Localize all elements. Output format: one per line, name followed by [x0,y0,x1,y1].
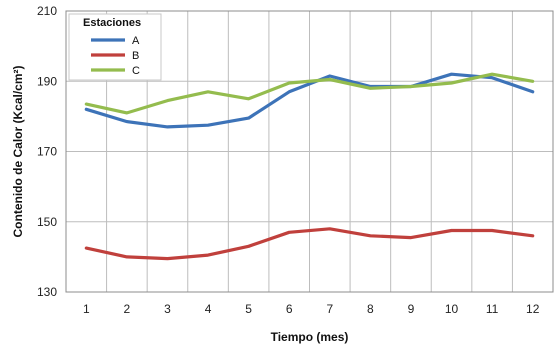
legend: Estaciones ABC [68,13,162,81]
y-tick-label: 210 [37,4,57,18]
legend-label-A: A [132,35,140,47]
legend-label-B: B [132,50,139,62]
series-lines [84,72,535,261]
x-axis-title: Tiempo (mes) [271,330,349,344]
legend-title: Estaciones [83,17,141,29]
x-tick-label: 6 [286,302,293,316]
y-axis-title: Contenido de Calor (Kcal/cm²) [11,65,25,237]
x-tick-label: 3 [164,302,171,316]
x-tick-label: 2 [124,302,131,316]
x-tick-label: 1 [83,302,90,316]
series-line-A [84,72,535,129]
plot-area-frame [65,10,554,293]
x-tick-label: 4 [205,302,212,316]
x-tick-label: 8 [367,302,374,316]
y-tick-label: 150 [37,215,57,229]
y-tick-label: 170 [37,145,57,159]
legend-items: ABC [91,35,140,77]
legend-box [68,13,162,81]
x-axis-ticks: 1 2 3 4 5 6 7 8 9 10 11 12 [83,302,540,316]
x-tick-label: 10 [445,302,459,316]
x-tick-label: 7 [326,302,333,316]
y-axis-ticks: 130 150 170 190 210 [37,4,57,299]
y-tick-label: 190 [37,74,57,88]
series-line-C [84,72,535,115]
x-tick-label: 5 [245,302,252,316]
series-line-B [84,227,535,261]
y-tick-label: 130 [37,285,57,299]
x-tick-label: 12 [526,302,540,316]
legend-label-C: C [132,65,140,77]
x-tick-label: 11 [486,302,499,316]
x-tick-label: 9 [408,302,415,316]
